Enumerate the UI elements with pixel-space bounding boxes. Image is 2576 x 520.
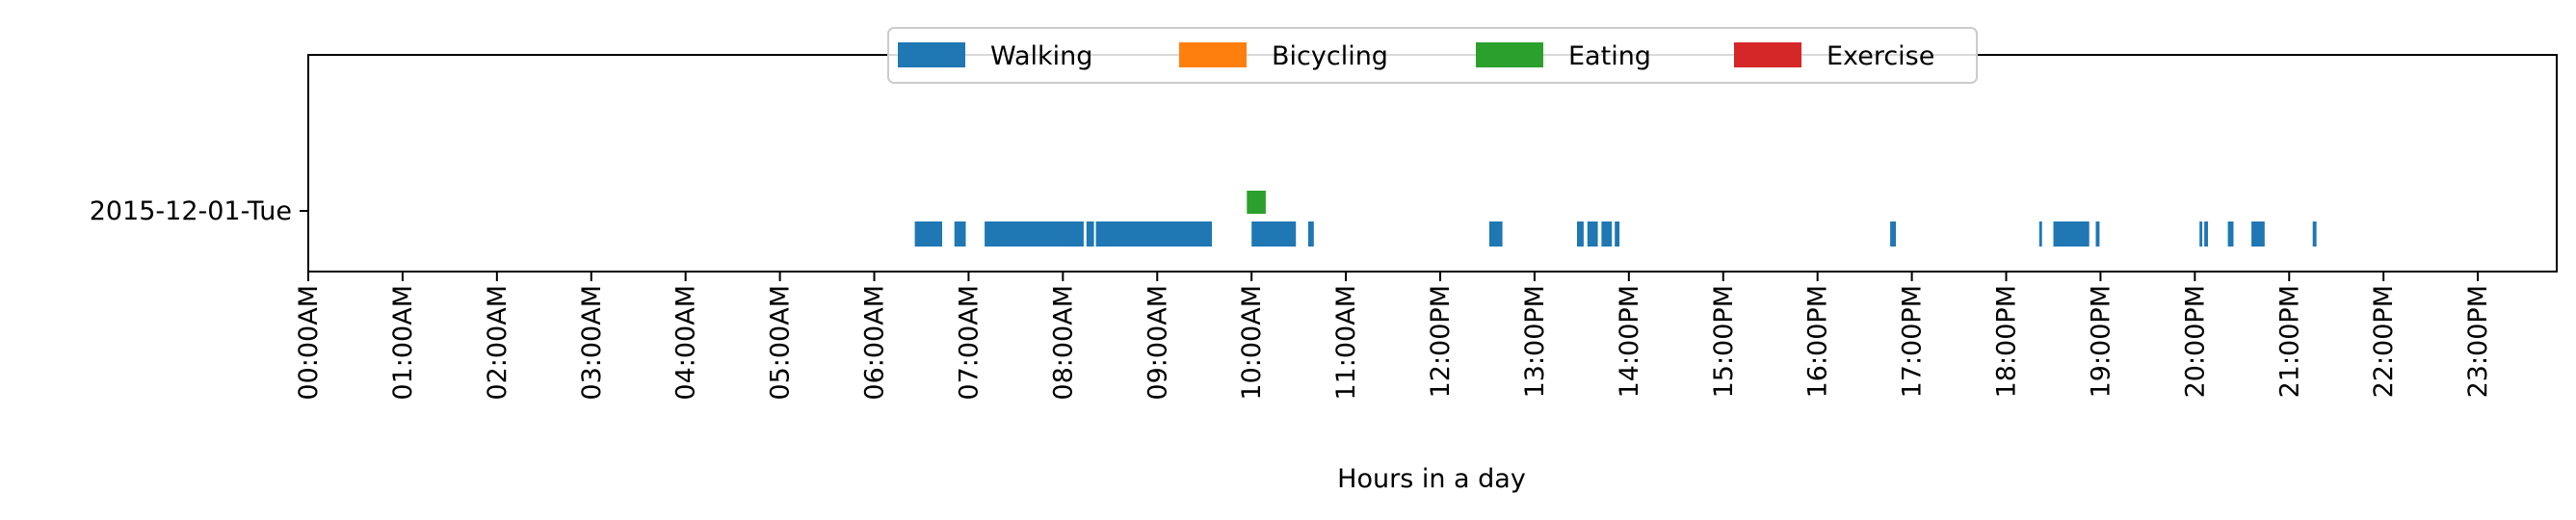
bar-walking-3 [1086,221,1094,247]
x-tick-label: 17:00PM [1898,285,1928,398]
legend-swatch-bicycling [1179,42,1247,67]
legend-swatch-exercise [1734,42,1801,67]
bar-walking-10 [1601,221,1613,247]
x-tick-label: 07:00AM [954,285,984,401]
x-tick-label: 00:00AM [294,285,324,401]
legend-swatch-eating [1476,42,1543,67]
x-tick-label: 09:00AM [1143,285,1172,401]
x-axis-label: Hours in a day [1337,464,1526,494]
x-tick-label: 12:00PM [1426,285,1456,398]
bar-walking-15 [2095,221,2100,247]
bar-walking-13 [2038,221,2042,247]
bar-walking-4 [1095,221,1212,247]
x-tick-label: 22:00PM [2369,285,2399,398]
bar-walking-0 [914,221,942,247]
bar-walking-8 [1577,221,1584,247]
bar-walking-12 [1890,221,1896,247]
bar-walking-1 [954,221,966,247]
x-tick-label: 23:00PM [2463,285,2493,398]
legend-label-eating: Eating [1568,41,1651,71]
plot-frame [307,54,2558,273]
legend-label-exercise: Exercise [1827,41,1934,71]
x-tick-label: 19:00PM [2086,285,2116,398]
x-tick-label: 02:00AM [483,285,513,401]
y-tick-label: 2015-12-01-Tue [90,196,292,226]
bar-walking-17 [2204,221,2208,247]
x-tick-label: 06:00AM [860,285,890,401]
x-tick-label: 01:00AM [388,285,418,401]
x-tick-label: 18:00PM [1992,285,2022,398]
x-tick-label: 05:00AM [766,285,796,401]
x-tick-label: 13:00PM [1520,285,1550,398]
bar-walking-5 [1251,221,1297,247]
x-tick-label: 11:00AM [1331,285,1361,401]
bar-eating-0 [1247,191,1266,214]
legend-label-bicycling: Bicycling [1272,41,1388,71]
legend: Walking Bicycling Eating Exercise [887,27,1978,84]
bar-walking-6 [1307,221,1314,247]
x-tick-label: 16:00PM [1803,285,1833,398]
x-tick-label: 04:00AM [671,285,701,401]
x-axis: 00:00AM 01:00AM 02:00AM 03:00AM 04:00AM 05:00… [294,272,2493,401]
bar-walking-20 [2312,221,2317,247]
x-tick-label: 14:00PM [1615,285,1644,398]
bar-walking-7 [1488,221,1503,247]
legend-swatch-walking [898,42,965,67]
bar-walking-2 [985,221,1084,247]
bar-walking-9 [1587,221,1598,247]
x-tick-label: 20:00PM [2180,285,2210,398]
x-tick-label: 03:00AM [577,285,607,401]
x-tick-label: 15:00PM [1709,285,1739,398]
bar-walking-19 [2251,221,2265,247]
legend-frame [887,27,1978,84]
bar-walking-16 [2199,221,2203,247]
chart-marks [914,191,2317,247]
x-tick-label: 21:00PM [2274,285,2304,398]
x-tick-label: 08:00AM [1048,285,1078,401]
y-axis: 2015-12-01-Tue [90,196,308,226]
bar-walking-14 [2053,221,2090,247]
x-tick-label: 10:00AM [1237,285,1267,401]
bar-walking-11 [1615,221,1620,247]
legend-label-walking: Walking [990,41,1092,71]
bar-walking-18 [2227,221,2234,247]
